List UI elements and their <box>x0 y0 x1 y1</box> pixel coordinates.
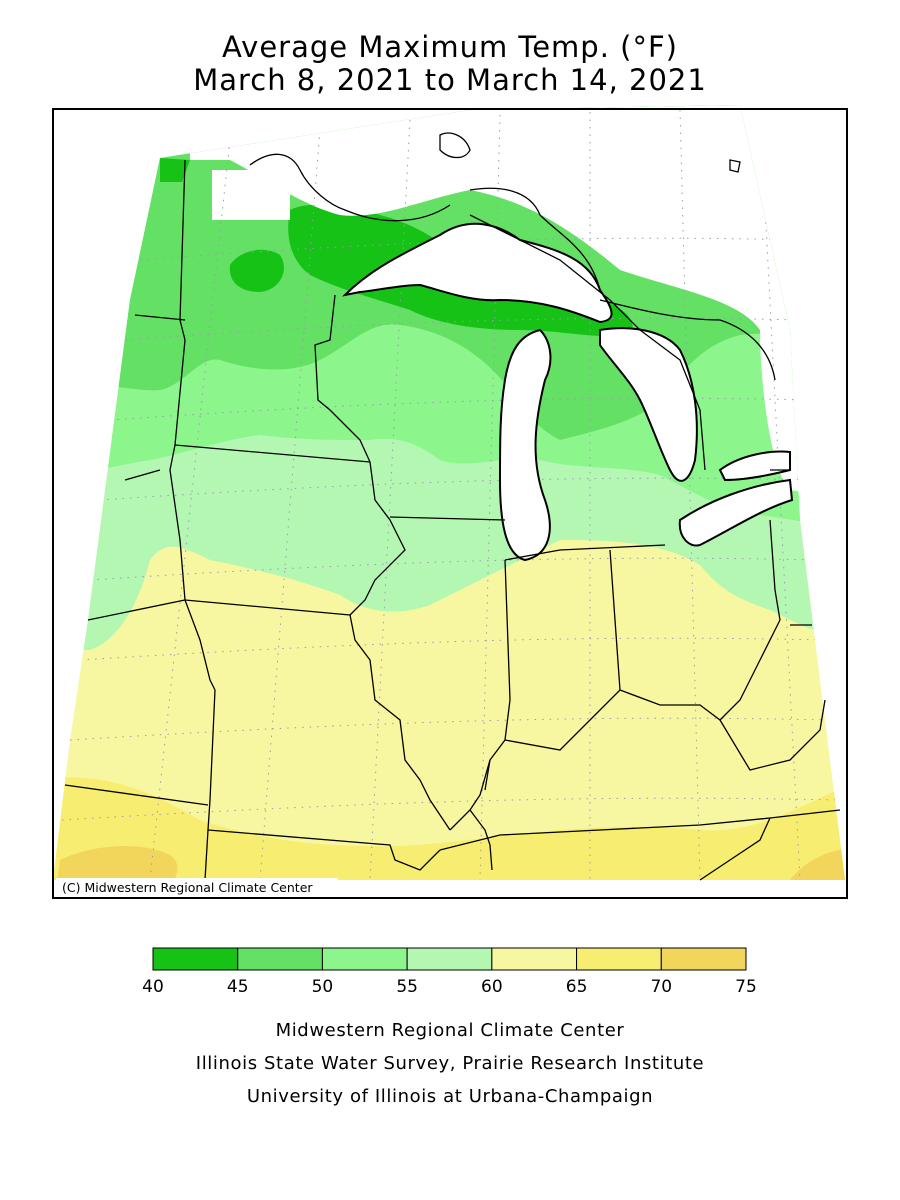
legend-tick-45: 45 <box>227 977 249 997</box>
credit-line-3: University of Illinois at Urbana-Champai… <box>246 1086 654 1107</box>
canada-coast <box>249 132 776 381</box>
border-sd-ia-ne <box>169 444 186 601</box>
band-40-45-northwest <box>160 158 190 182</box>
border-mississippi-lower <box>469 809 493 871</box>
border-nd-sd <box>134 314 186 321</box>
border-ky-wv-va <box>719 699 826 771</box>
border-il-ky <box>449 759 491 831</box>
band-70-75-west <box>55 846 178 880</box>
legend-swatch-50-55 <box>321 947 408 971</box>
border-il-mo <box>349 614 451 831</box>
credit-line-1: Midwestern Regional Climate Center <box>275 1020 625 1041</box>
legend: 40 45 50 55 60 65 70 75 <box>142 947 757 997</box>
legend-swatch-65-70 <box>576 947 662 971</box>
border-mi-upper <box>639 329 706 471</box>
lake-huron <box>599 327 698 482</box>
border-ne-ks <box>64 784 209 806</box>
band-65-70 <box>53 777 845 880</box>
lake-michigan <box>498 328 552 562</box>
border-oh-mi <box>559 544 666 551</box>
map-title: Average Maximum Temp. (°F) <box>222 30 678 64</box>
border-sd-ne <box>124 469 161 481</box>
credit-line-2: Illinois State Water Survey, Prairie Res… <box>195 1053 705 1074</box>
legend-swatch-55-60 <box>406 947 493 971</box>
legend-tick-75: 75 <box>735 977 757 997</box>
border-wi-il <box>389 516 506 521</box>
border-mo-ks <box>204 689 216 881</box>
band-70-75-east <box>790 848 845 880</box>
lake-superior <box>341 222 613 324</box>
legend-swatch-40-45 <box>152 947 239 971</box>
canada-no-data-north <box>190 105 845 500</box>
border-ne-ia <box>87 599 216 691</box>
border-mi-in <box>504 549 561 561</box>
border-ky-tn <box>439 809 841 851</box>
border-mn-wi <box>314 294 371 463</box>
band-40-45-minnesota <box>229 249 284 292</box>
legend-tick-70: 70 <box>650 977 672 997</box>
border-oh-wv-pa <box>769 519 781 621</box>
map-date-range: March 8, 2021 to March 14, 2021 <box>193 63 707 97</box>
legend-swatch-70-75 <box>660 947 747 971</box>
border-va-tn <box>699 817 771 881</box>
border-ia-mo <box>184 599 351 616</box>
copyright-bg <box>56 878 338 896</box>
legend-tick-55: 55 <box>396 977 418 997</box>
lake-erie <box>678 478 794 547</box>
copyright-text: (C) Midwestern Regional Climate Center <box>62 880 313 895</box>
legend-tick-50: 50 <box>312 977 334 997</box>
legend-tick-40: 40 <box>142 977 164 997</box>
border-ia-il <box>349 461 406 616</box>
border-mn-nd <box>174 159 186 446</box>
border-in-ky <box>504 619 781 751</box>
state-borders <box>64 159 841 881</box>
border-canada-mi <box>469 214 641 331</box>
border-mn-ia <box>174 444 371 463</box>
legend-swatch-45-50 <box>237 947 323 971</box>
border-mo-ar <box>207 829 441 871</box>
great-lakes <box>341 222 794 562</box>
legend-tick-60: 60 <box>481 977 503 997</box>
legend-swatch-60-65 <box>491 947 578 971</box>
map-frame <box>52 108 848 899</box>
border-in-oh <box>609 549 621 691</box>
legend-tick-65: 65 <box>566 977 588 997</box>
